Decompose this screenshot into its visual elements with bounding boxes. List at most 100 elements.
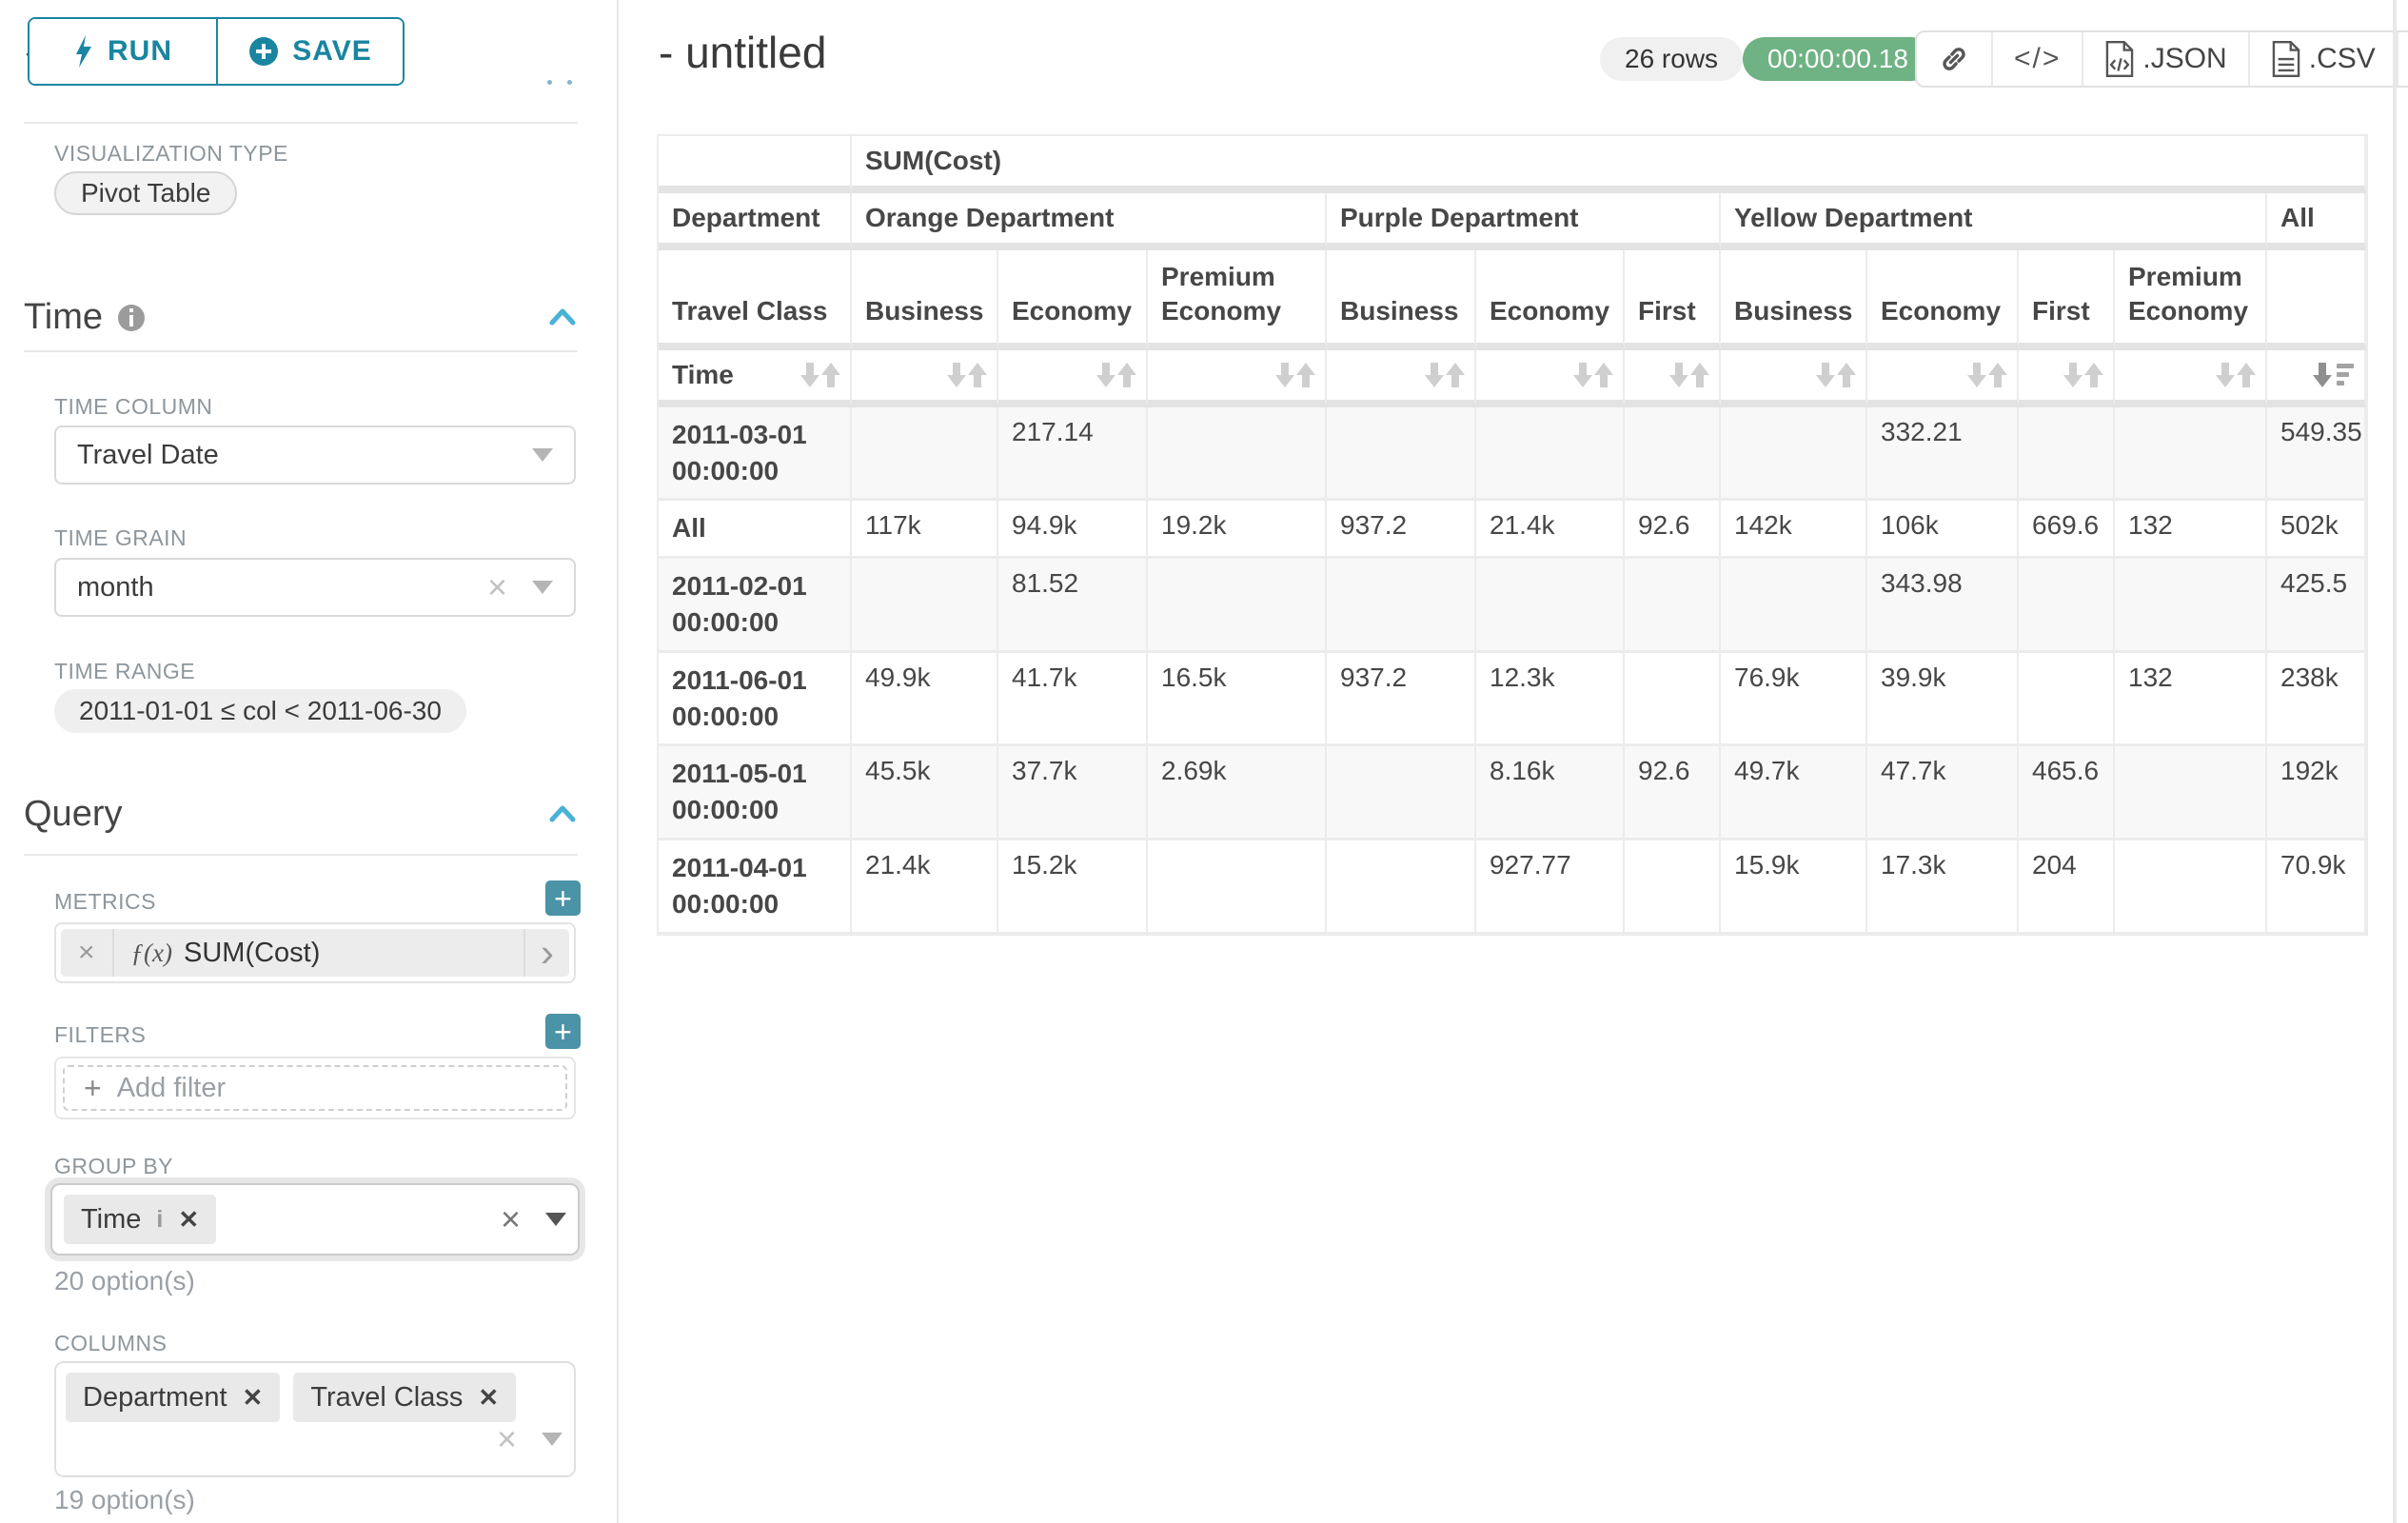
metric-header-cell: SUM(Cost) [852,136,2367,193]
csv-file-icon [2272,41,2299,77]
plus-circle-icon [249,37,279,66]
expand-metric-icon[interactable]: › [523,929,569,977]
travel-class-dim-label: Travel Class [659,250,852,350]
divider [24,122,578,124]
sort-icon[interactable] [1967,361,2007,389]
pivot-value-cell [1625,406,1721,502]
code-icon: </> [2014,43,2062,74]
filters-label: FILTERS [54,1022,147,1047]
row-header-cell: 2011-04-01 00:00:00 [659,840,852,934]
control-panel-sidebar: Chart Type RUN SAVE VISUALIZATION TYPE P… [0,0,619,1523]
link-icon [1943,48,1965,70]
chevron-down-icon[interactable] [542,1433,563,1446]
save-button[interactable]: SAVE [216,19,403,84]
embed-code-button[interactable]: </> [1991,32,2082,86]
row-count-badge: 26 rows [1600,37,1744,81]
export-json-button[interactable]: .JSON [2082,32,2247,86]
time-range-pill[interactable]: 2011-01-01 ≤ col < 2011-06-30 [54,689,466,733]
collapse-caret-icon[interactable] [548,307,577,327]
pivot-value-cell: 41.7k [998,652,1148,747]
column-sort-cell [2019,349,2115,407]
row-header-cell: 2011-05-01 00:00:00 [659,746,852,841]
clear-icon[interactable]: × [500,1199,521,1238]
more-options-button[interactable] [2396,32,2408,86]
pivot-value-cell [1476,406,1625,502]
sort-icon[interactable] [2063,361,2103,389]
pivot-value-cell: 45.5k [852,746,998,841]
pivot-value-cell: 94.9k [998,501,1148,560]
column-sort-cell [1625,349,1721,407]
table-row: 2011-03-01 00:00:00 217.14 332.21 549.35 [659,406,2367,502]
columns-chip-travel-class[interactable]: Travel Class ✕ [293,1373,517,1422]
pivot-value-cell: 132 [2115,501,2267,560]
metric-chip[interactable]: × ƒ(x) SUM(Cost) › [61,929,569,977]
group-by-select[interactable]: Time i ✕ × [50,1183,580,1256]
sort-row: Time [659,349,2367,407]
department-group-cell: Orange Department [852,193,1327,250]
sort-icon[interactable] [947,361,987,389]
remove-chip-icon[interactable]: ✕ [178,1204,200,1234]
table-row: 2011-02-01 00:00:00 81.52 343.98 425.5 [659,559,2367,653]
add-metric-button[interactable]: + [545,880,581,916]
export-csv-button[interactable]: .CSV [2247,32,2397,86]
remove-metric-icon[interactable]: × [61,929,114,977]
pivot-value-cell: 343.98 [1867,559,2019,653]
pivot-value-cell [1721,406,1867,502]
pivot-value-cell: 142k [1721,501,1867,560]
pivot-value-cell: 2.69k [1148,746,1327,841]
sort-icon[interactable] [1425,361,1465,389]
run-button[interactable]: RUN [30,19,216,84]
group-by-chip[interactable]: Time i ✕ [64,1195,217,1244]
travel-class-cell: Economy [1867,250,2019,350]
pivot-value-cell: 17.3k [1867,840,2019,934]
add-filter-plus-button[interactable]: + [545,1014,581,1049]
clear-icon[interactable]: × [496,1419,517,1458]
sort-icon[interactable] [2216,361,2256,389]
sort-icon[interactable] [1816,361,1856,389]
pivot-value-cell: 238k [2267,652,2367,747]
pivot-value-cell: 502k [2267,501,2367,560]
pivot-value-cell: 21.4k [852,840,998,934]
columns-select[interactable]: Department ✕ Travel Class ✕ × [54,1361,576,1477]
time-column-select[interactable]: Travel Date [54,425,576,485]
sort-icon[interactable] [1573,361,1613,389]
info-icon [118,304,146,331]
remove-chip-icon[interactable]: ✕ [242,1382,264,1412]
pivot-value-cell: 217.14 [998,406,1148,502]
time-grain-select[interactable]: month × [54,558,576,617]
clear-icon[interactable]: × [486,567,507,606]
chevron-down-icon[interactable] [545,1213,566,1226]
pivot-value-cell: 21.4k [1476,501,1625,560]
pivot-value-cell: 37.7k [998,746,1148,841]
pivot-value-cell: 19.2k [1148,501,1327,560]
pivot-value-cell: 70.9k [2267,840,2367,934]
travel-class-cell: Business [852,250,998,350]
pivot-value-cell [1327,406,1476,502]
pivot-value-cell [1476,559,1625,653]
pivot-value-cell [1721,559,1867,653]
sort-icon[interactable] [1096,361,1136,389]
add-filter-button[interactable]: + Add filter [63,1065,567,1111]
pivot-value-cell [2019,406,2115,502]
pivot-value-cell: 15.9k [1721,840,1867,934]
sort-icon[interactable] [1669,361,1709,389]
scrollbar-track[interactable] [2393,0,2397,1523]
pivot-value-cell: 549.35 [2267,406,2367,502]
sort-icon[interactable] [800,361,840,389]
column-sort-cell [852,349,998,407]
visualization-type-pill[interactable]: Pivot Table [54,171,238,215]
chart-title[interactable]: - untitled [659,28,827,77]
sort-desc-active-icon[interactable] [2313,361,2355,389]
columns-options-hint: 19 option(s) [54,1485,195,1514]
pivot-value-cell: 332.21 [1867,406,2019,502]
remove-chip-icon[interactable]: ✕ [478,1382,500,1412]
column-sort-cell [2267,349,2367,407]
metrics-control: × ƒ(x) SUM(Cost) › [54,922,576,983]
copy-link-button[interactable] [1917,32,1991,86]
collapse-caret-icon[interactable] [548,803,577,824]
pivot-value-cell: 49.9k [852,652,998,747]
columns-chip-department[interactable]: Department ✕ [66,1373,281,1422]
travel-class-header-row: Travel Class Business Economy Premium Econo… [659,250,2367,350]
pivot-value-cell: 12.3k [1476,652,1625,747]
sort-icon[interactable] [1275,361,1315,389]
